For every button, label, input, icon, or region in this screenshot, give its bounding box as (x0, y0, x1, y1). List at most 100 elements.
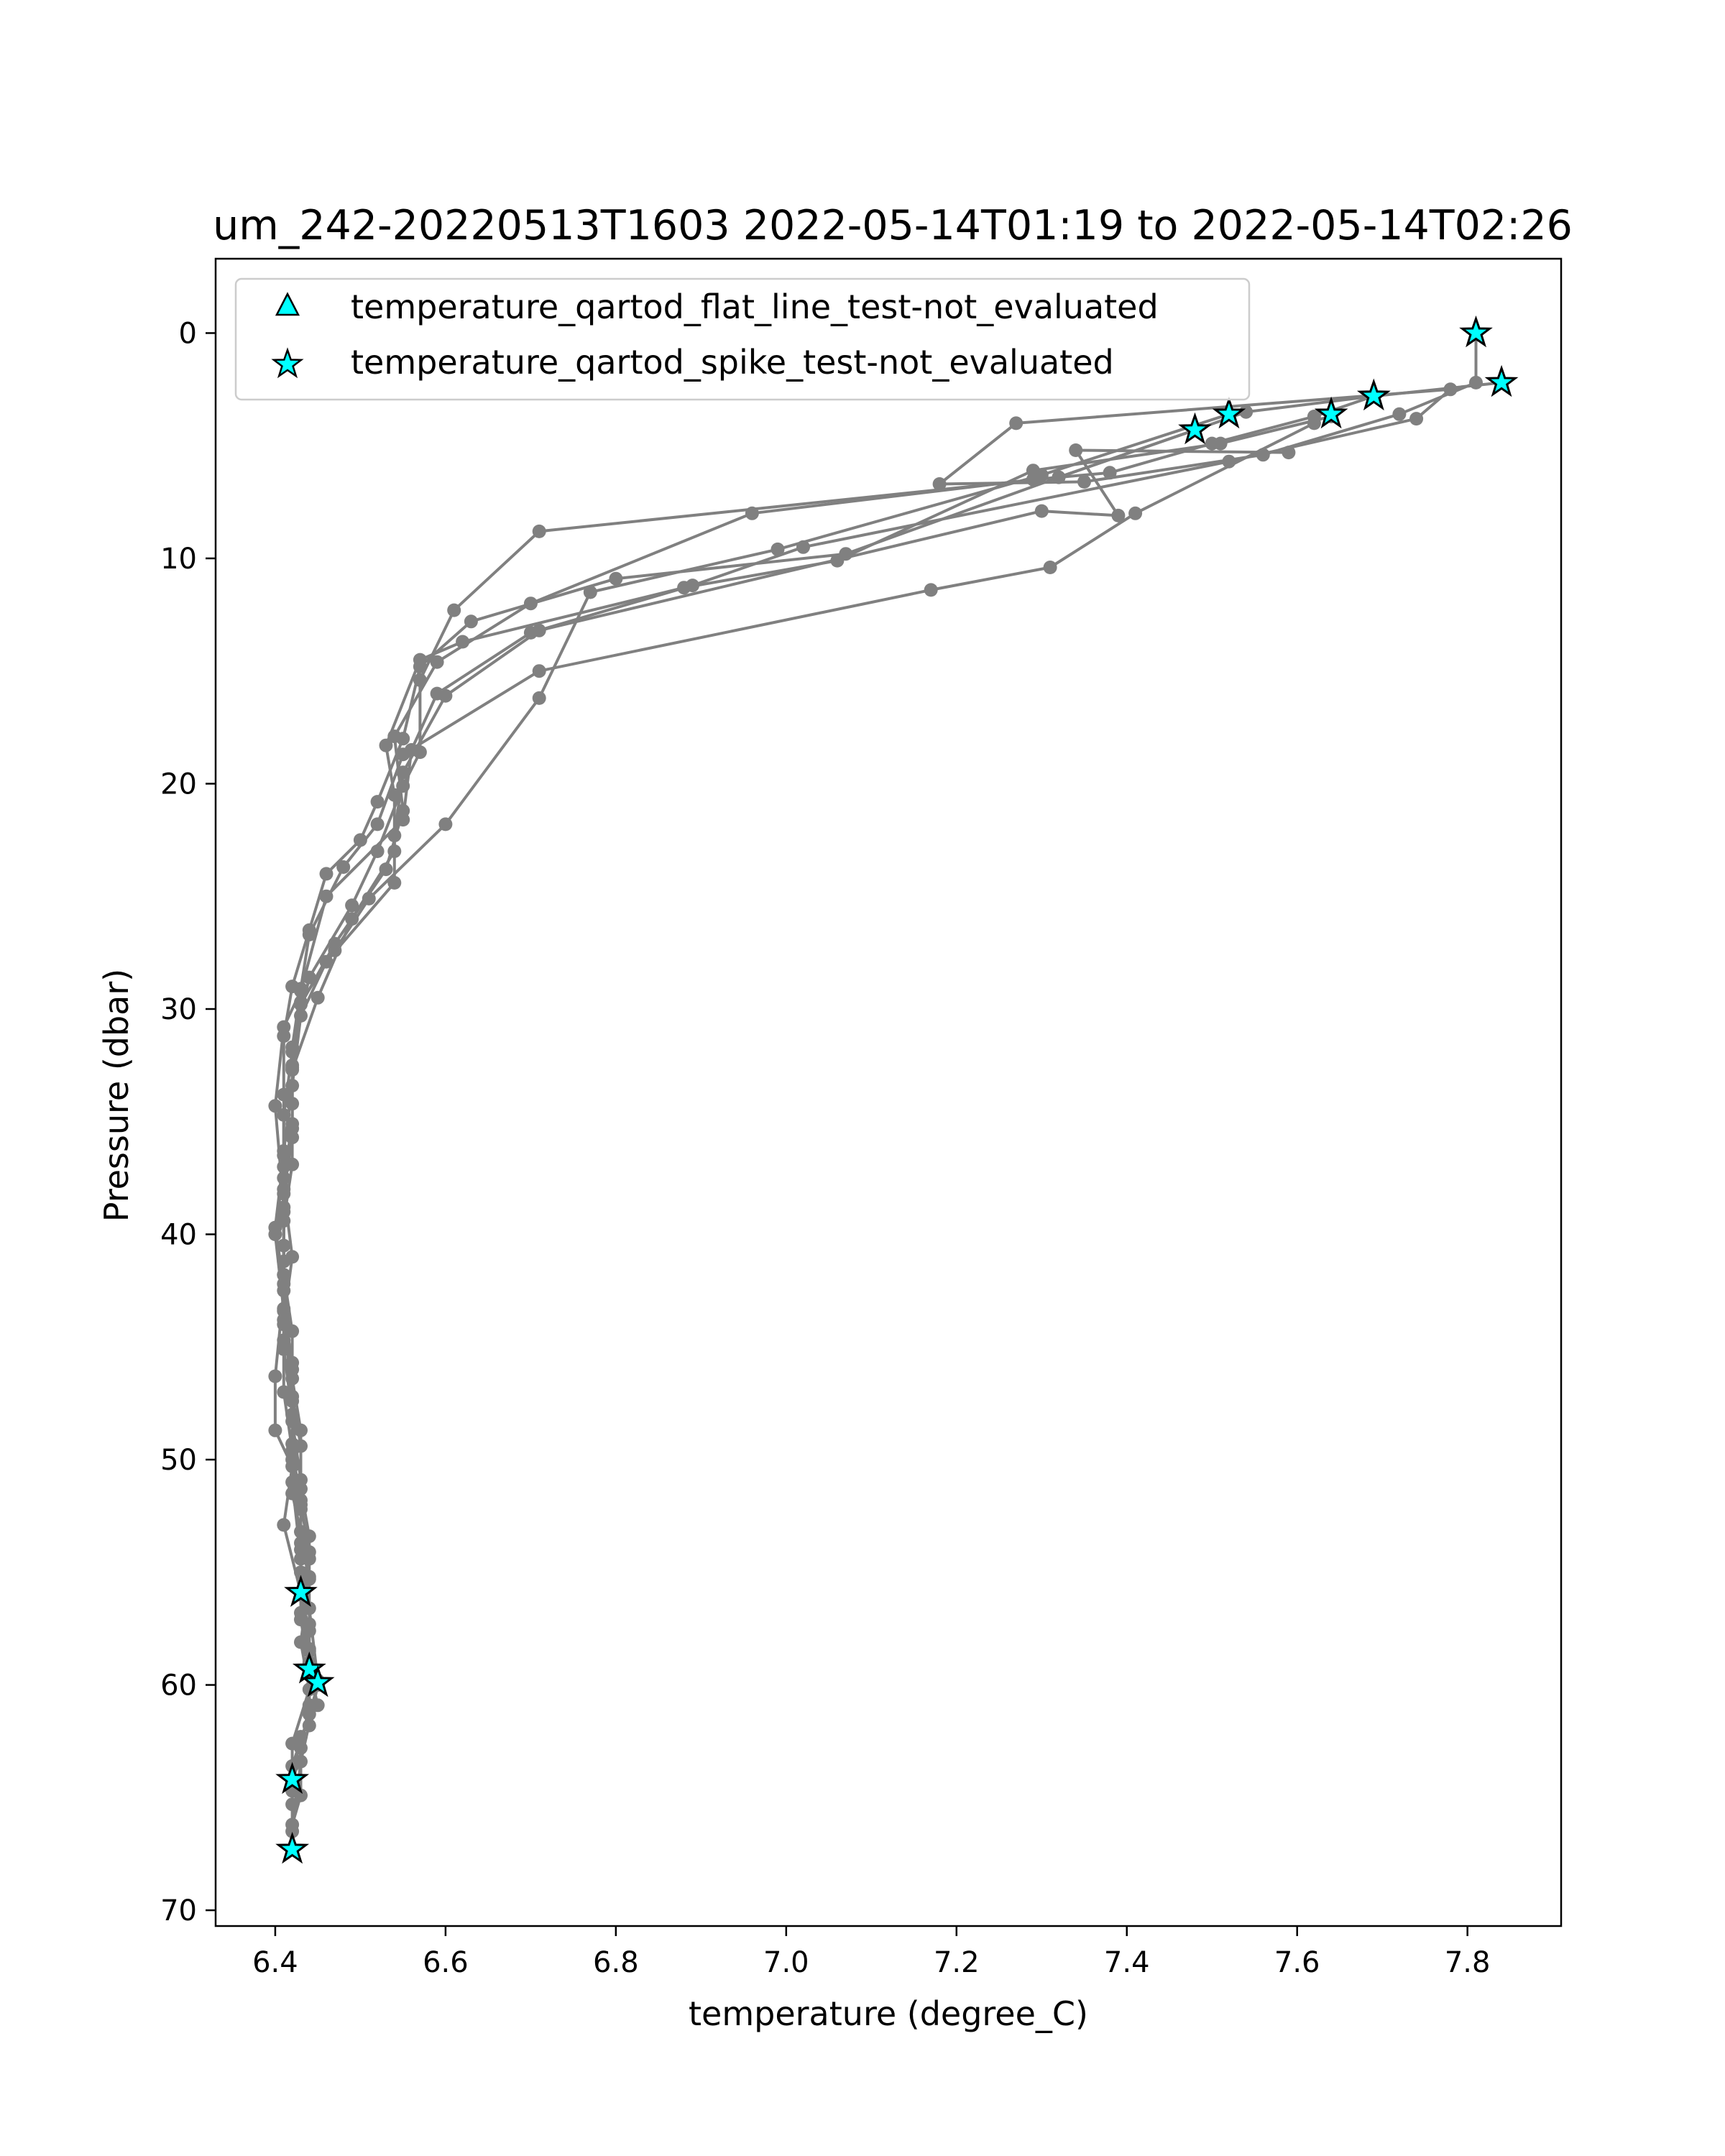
plot-area (214, 257, 1563, 1927)
spike-test-star-marker (275, 1761, 310, 1795)
triangle-marker-icon (275, 292, 300, 316)
spike-test-star-marker (300, 1664, 335, 1697)
profile-point (294, 1439, 308, 1453)
profile-point (285, 1250, 300, 1264)
profile-point (447, 603, 461, 617)
x-tick-label: 6.6 (423, 1946, 469, 1979)
profile-point (285, 1324, 300, 1338)
profile-point (285, 1121, 300, 1135)
profile-point (336, 860, 351, 874)
profile-point (1392, 407, 1407, 421)
profile-point (277, 1107, 291, 1122)
spike-test-star-marker (1212, 396, 1246, 429)
y-tick-label: 70 (160, 1894, 197, 1927)
legend-box (234, 277, 1251, 401)
profile-point (379, 738, 393, 752)
x-axis-label: temperature (degree_C) (689, 1994, 1088, 2033)
profile-point (396, 779, 410, 793)
profile-point (277, 1518, 291, 1532)
y-tick-label: 0 (179, 317, 197, 350)
profile-point (285, 1824, 300, 1838)
profile-point (1409, 412, 1424, 426)
y-tick-label: 30 (160, 993, 197, 1026)
legend-label-spike: temperature_qartod_spike_test-not_evalua… (351, 343, 1114, 382)
profile-point (277, 1029, 291, 1044)
profile-point (319, 867, 334, 881)
profile-point (532, 664, 546, 678)
profile-point (532, 691, 546, 705)
profile-point (1307, 416, 1321, 430)
profile-point (1034, 504, 1049, 518)
legend-entry-spike: temperature_qartod_spike_test-not_evalua… (271, 343, 1114, 382)
spike-test-star-marker (1484, 364, 1519, 397)
profile-point (1239, 405, 1254, 419)
profile-point (1043, 561, 1057, 574)
profile-point (438, 688, 453, 703)
profile-point (277, 1313, 291, 1327)
profile-point (413, 745, 427, 760)
x-tick-label: 7.4 (1104, 1946, 1150, 1979)
x-tick-label: 6.8 (593, 1946, 639, 1979)
star-marker-icon (271, 347, 304, 379)
y-tick-label: 10 (160, 543, 197, 576)
qartod-marker-group (275, 315, 1519, 1864)
y-tick-label: 50 (160, 1444, 197, 1477)
legend-entry-flat-line: temperature_qartod_flat_line_test-not_ev… (275, 287, 1159, 326)
y-tick-label: 60 (160, 1669, 197, 1703)
profile-point (932, 477, 947, 491)
profile-point (387, 729, 402, 744)
profile-point (1009, 416, 1024, 430)
profile-point (396, 747, 410, 762)
profile-point (464, 614, 478, 629)
profile-point (924, 583, 938, 597)
profile-point (285, 1061, 300, 1074)
profile-point (268, 1099, 282, 1113)
profile-line (273, 333, 1478, 1780)
legend-label-flat-line: temperature_qartod_flat_line_test-not_ev… (351, 287, 1159, 326)
x-tick-label: 7.6 (1274, 1946, 1320, 1979)
profile-point (345, 898, 359, 913)
profile-point (1069, 443, 1083, 457)
profile-point (362, 891, 376, 906)
profile-point (1282, 446, 1296, 460)
x-tick-label: 6.4 (252, 1946, 298, 1979)
profile-point (532, 623, 546, 637)
profile-point (1128, 506, 1143, 520)
profile-point (677, 581, 691, 595)
profile-point (1077, 474, 1091, 489)
spike-test-star-marker (1459, 315, 1493, 348)
spike-test-star-marker (1178, 412, 1212, 445)
profile-point (609, 571, 623, 586)
spike-test-star-marker (275, 1831, 310, 1864)
profile-point (387, 829, 402, 843)
x-tick-label: 7.0 (763, 1946, 809, 1979)
profile-point (328, 944, 342, 957)
profile-point (583, 585, 597, 599)
profile-point (1469, 375, 1483, 390)
profile-point (302, 970, 316, 985)
profile-point (302, 928, 316, 941)
axes-frame (214, 257, 1563, 1927)
profile-point (413, 653, 427, 667)
y-axis: 0 10 20 30 40 50 60 70 (160, 317, 216, 1927)
profile-point (277, 1182, 291, 1197)
profile-line (273, 428, 1196, 1669)
profile-point (1103, 466, 1117, 480)
profile-point (285, 1389, 300, 1404)
profile-point (532, 524, 546, 538)
profile-point (1205, 436, 1219, 451)
profile-point (302, 1545, 316, 1560)
y-axis-label: Pressure (dbar) (97, 969, 136, 1222)
profile-point (285, 1486, 300, 1501)
profile-point (370, 795, 385, 809)
spike-test-star-marker (1356, 378, 1391, 411)
x-tick-label: 7.8 (1445, 1946, 1491, 1979)
profile-point (285, 1736, 300, 1751)
chart-title: um_242-20220513T1603 2022-05-14T01:19 to… (213, 202, 1573, 249)
x-tick-label: 7.2 (934, 1946, 980, 1979)
x-axis: 6.4 6.6 6.8 7.0 7.2 7.4 7.6 7.8 (252, 1926, 1490, 1979)
profile-point (310, 990, 325, 1005)
profile-point (438, 817, 453, 831)
profile-point (413, 673, 427, 687)
